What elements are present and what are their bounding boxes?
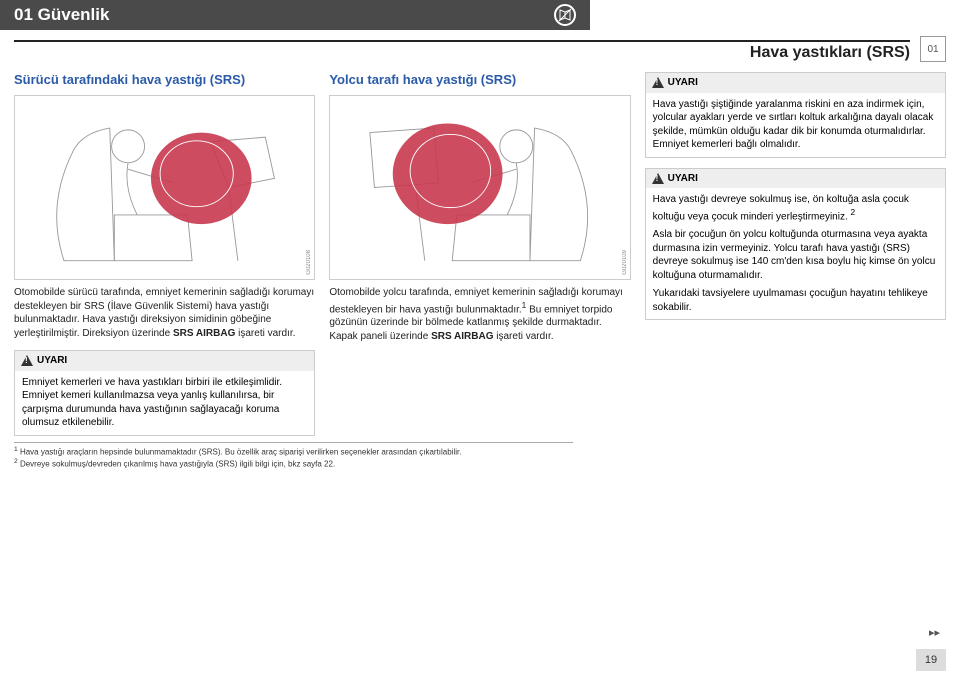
warning-header: UYARI bbox=[646, 73, 945, 93]
section-title-row: Hava yastıkları (SRS) 01 bbox=[0, 30, 960, 62]
continue-arrow-icon: ▸▸ bbox=[929, 626, 940, 639]
warning-body: Hava yastığı devreye sokulmuş ise, ön ko… bbox=[646, 188, 945, 319]
left-heading: Sürücü tarafındaki hava yastığı (SRS) bbox=[14, 72, 315, 87]
chapter-title: 01 Güvenlik bbox=[14, 5, 109, 25]
footnotes: 1 Hava yastığı araçların hepsinde bulunm… bbox=[14, 442, 573, 470]
chapter-tab: 01 bbox=[920, 36, 946, 62]
driver-airbag-figure: G020108 bbox=[14, 95, 315, 280]
figure-code: G020108 bbox=[306, 250, 312, 275]
warning-body: Emniyet kemerleri ve hava yastıkları bir… bbox=[15, 371, 314, 435]
right-warning-2: UYARI Hava yastığı devreye sokulmuş ise,… bbox=[645, 168, 946, 321]
figure-code: G020109 bbox=[622, 250, 628, 275]
right-warning-1: UYARI Hava yastığı şiştiğinde yaralanma … bbox=[645, 72, 946, 158]
left-body-text: Otomobilde sürücü tarafında, emniyet kem… bbox=[14, 286, 315, 340]
warn2-p2: Asla bir çocuğun ön yolcu koltuğunda otu… bbox=[653, 228, 938, 282]
footnote-2: 2 Devreye sokulmuş/devreden çıkarılmış h… bbox=[14, 458, 573, 470]
warning-header: UYARI bbox=[15, 351, 314, 371]
warning-triangle-icon bbox=[652, 173, 664, 184]
footnote-ref-2: 2 bbox=[851, 207, 856, 217]
passenger-airbag-illustration bbox=[330, 96, 629, 279]
passenger-airbag-figure: G020109 bbox=[329, 95, 630, 280]
warn2-p1: Hava yastığı devreye sokulmuş ise, ön ko… bbox=[653, 194, 909, 222]
footnotes-section: 1 Hava yastığı araçların hepsinde bulunm… bbox=[0, 442, 960, 470]
warning-title: UYARI bbox=[668, 172, 698, 186]
left-warning-box: UYARI Emniyet kemerleri ve hava yastıkla… bbox=[14, 350, 315, 436]
left-text-part2: işareti vardır. bbox=[235, 328, 295, 339]
footnote-1: 1 Hava yastığı araçların hepsinde bulunm… bbox=[14, 446, 573, 458]
middle-body-text: Otomobilde yolcu tarafında, emniyet keme… bbox=[329, 286, 630, 343]
warn2-p3: Yukarıdaki tavsiyelere uyulmaması çocuğu… bbox=[653, 287, 938, 314]
chapter-header: 01 Güvenlik bbox=[0, 0, 590, 30]
section-title: Hava yastıkları (SRS) bbox=[14, 40, 910, 62]
warning-header: UYARI bbox=[646, 169, 945, 189]
middle-text-bold: SRS AIRBAG bbox=[431, 331, 493, 342]
left-text-bold: SRS AIRBAG bbox=[173, 328, 235, 339]
driver-airbag-illustration bbox=[15, 96, 314, 279]
warning-body: Hava yastığı şiştiğinde yaralanma riskin… bbox=[646, 93, 945, 157]
page-number: 19 bbox=[916, 649, 946, 671]
right-column: UYARI Hava yastığı şiştiğinde yaralanma … bbox=[645, 72, 946, 436]
warning-title: UYARI bbox=[37, 354, 67, 368]
main-content: Sürücü tarafındaki hava yastığı (SRS) G0… bbox=[0, 62, 960, 436]
left-column: Sürücü tarafındaki hava yastığı (SRS) G0… bbox=[14, 72, 315, 436]
warning-triangle-icon bbox=[21, 355, 33, 366]
book-icon bbox=[554, 4, 576, 26]
middle-text-part3: işareti vardır. bbox=[494, 331, 554, 342]
warning-triangle-icon bbox=[652, 77, 664, 88]
middle-column: Yolcu tarafı hava yastığı (SRS) G020109 … bbox=[329, 72, 630, 436]
warning-title: UYARI bbox=[668, 76, 698, 90]
middle-heading: Yolcu tarafı hava yastığı (SRS) bbox=[329, 72, 630, 87]
